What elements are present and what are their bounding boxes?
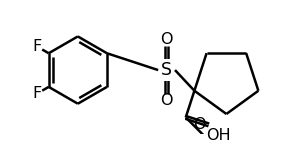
Text: F: F: [33, 86, 42, 101]
Text: O: O: [160, 93, 173, 108]
Text: O: O: [160, 32, 173, 47]
Text: O: O: [194, 117, 206, 132]
Text: S: S: [161, 61, 172, 79]
Text: OH: OH: [206, 128, 231, 143]
Text: F: F: [33, 39, 42, 54]
